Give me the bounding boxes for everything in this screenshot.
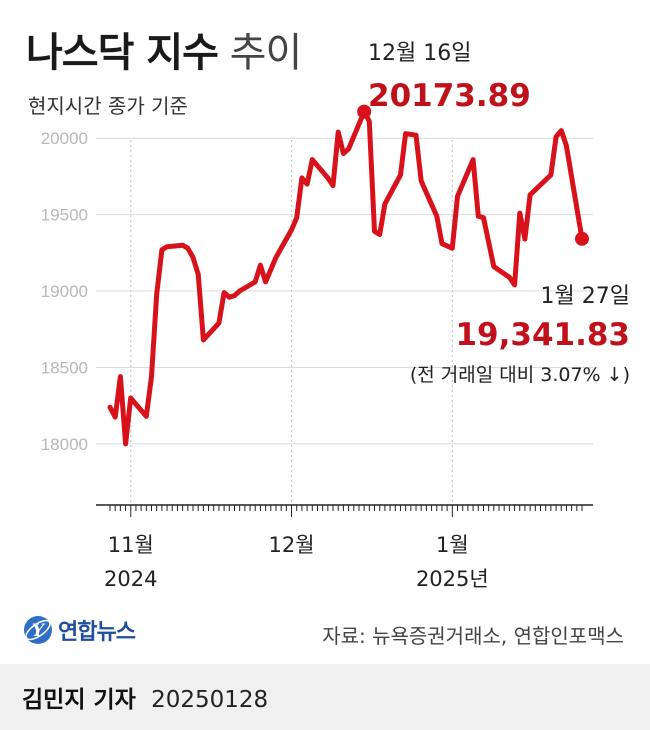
y-tick-label: 18000 — [41, 435, 88, 454]
y-tick-label: 18500 — [41, 358, 88, 377]
x-tick-label: 1월 — [436, 533, 469, 557]
line-chart: 20000 19500 19000 18500 18000 11월 2024 12월 1월 202… — [41, 41, 630, 591]
reporter-credit: 김민지 기자 20250128 — [22, 680, 268, 714]
y-tick-label: 19500 — [41, 206, 88, 225]
y-tick-label: 19000 — [41, 282, 88, 301]
footer-bar — [0, 664, 650, 730]
chart-title: 나스닥 지수 추이 — [26, 20, 303, 78]
logo-mark-letter: Y — [32, 621, 46, 641]
x-tick-sublabel: 2025년 — [416, 567, 489, 591]
x-tick-sublabel: 2024 — [104, 567, 157, 591]
grid-layer — [96, 137, 593, 505]
reporter-name: 김민지 기자 — [22, 687, 136, 713]
x-tick-label: 11월 — [108, 533, 154, 557]
annotation-layer: 12월 16일 20173.89 1월 27일 19,341.83 (전 거래일 대비 … — [357, 41, 630, 386]
source-note: 자료: 뉴욕증권거래소, 연합인포맥스 — [322, 624, 624, 648]
peak-value-label: 20173.89 — [368, 78, 531, 114]
chart-subtitle: 현지시간 종가 기준 — [28, 94, 188, 118]
axes-layer: 20000 19500 19000 18500 18000 11월 2024 12월 1월 202… — [41, 129, 593, 591]
publish-date: 20250128 — [151, 687, 269, 713]
latest-date-label: 1월 27일 — [541, 284, 630, 309]
yonhap-logo-mark: Y — [24, 616, 52, 644]
title-suffix: 추이 — [229, 30, 303, 76]
latest-change-note: (전 거래일 대비 3.07% ↓) — [410, 364, 630, 386]
nasdaq-series-line — [107, 109, 585, 447]
x-tick-label: 12월 — [269, 533, 315, 557]
yonhap-logo: Y 연합뉴스 — [22, 614, 136, 646]
latest-marker — [575, 231, 589, 246]
latest-value-label: 19,341.83 — [455, 317, 630, 353]
peak-marker — [357, 104, 372, 119]
title-main: 나스닥 지수 — [26, 30, 219, 76]
y-tick-label: 20000 — [41, 129, 88, 148]
logo-name: 연합뉴스 — [58, 620, 136, 645]
series-layer — [107, 109, 585, 447]
peak-date-label: 12월 16일 — [368, 41, 471, 66]
